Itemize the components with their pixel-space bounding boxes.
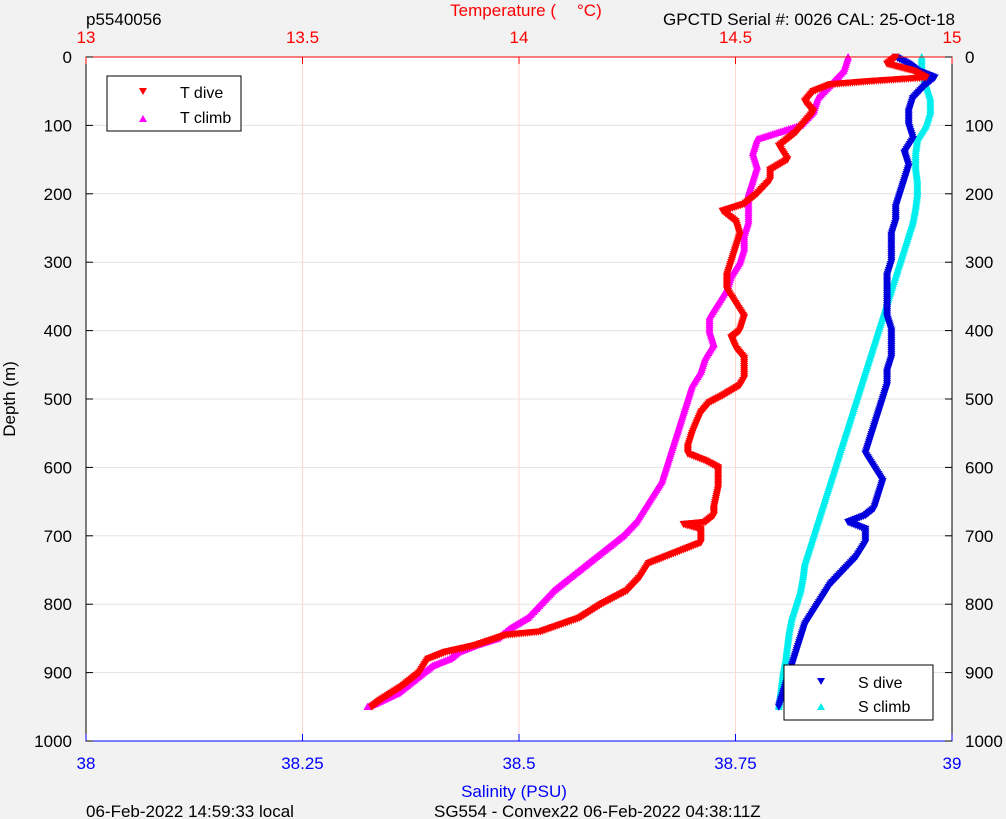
depth-tick-label-right: 900 [965,664,993,683]
t-dive-legend-label: T dive [180,85,223,102]
depth-tick-label-left: 600 [44,458,72,477]
salinity-tick-label: 38.75 [714,754,757,773]
depth-tick-label-right: 0 [965,48,974,67]
temperature-axis-title-left: Temperature ( [450,1,556,20]
data-point [774,703,783,711]
temperature-tick-label: 15 [943,28,962,47]
footer-mission-info: SG554 - Convex22 06-Feb-2022 04:38:11Z [434,802,761,819]
temperature-tick-label: 13.5 [286,28,319,47]
salinity-tick-label: 38 [77,754,96,773]
depth-tick-label-left: 500 [44,390,72,409]
depth-tick-label-left: 200 [44,185,72,204]
salinity-axis-title: Salinity (PSU) [461,782,567,801]
s-climb-legend-marker [817,703,825,710]
depth-tick-label-left: 900 [44,664,72,683]
axes-layer: 0 0 100 100 200 200 300 300 400 400 500 500 600 600 70… [34,28,1003,773]
data-point [367,703,376,711]
profile-id: p5540056 [86,10,162,29]
depth-tick-label-right: 1000 [965,732,1003,751]
depth-axis-title: Depth (m) [0,361,19,437]
depth-tick-label-left: 0 [63,48,72,67]
s-dive-legend-marker [817,678,825,685]
s-dive-legend-label: S dive [858,675,903,692]
depth-tick-label-left: 100 [44,116,72,135]
depth-tick-label-left: 300 [44,253,72,272]
temperature-tick-label: 13 [77,28,96,47]
salinity-tick-label: 38.25 [281,754,324,773]
t-climb-legend-marker [139,115,147,122]
temperature-tick-label: 14.5 [719,28,752,47]
salinity-legend: S dive S climb [783,664,934,721]
depth-tick-label-right: 100 [965,116,993,135]
temperature-axis-title-right: °C) [577,1,602,20]
depth-tick-label-left: 400 [44,322,72,341]
depth-tick-label-right: 800 [965,595,993,614]
depth-tick-label-left: 800 [44,595,72,614]
depth-tick-label-right: 500 [965,390,993,409]
depth-tick-label-right: 400 [965,322,993,341]
salinity-tick-label: 39 [943,754,962,773]
depth-tick-label-left: 1000 [34,732,72,751]
salinity-legend-box [783,664,934,721]
depth-tick-label-right: 700 [965,527,993,546]
depth-tick-label-right: 300 [965,253,993,272]
depth-tick-label-right: 200 [965,185,993,204]
temperature-legend-box [106,75,242,132]
series-layer [363,53,939,711]
t-climb-legend-label: T climb [180,110,231,127]
depth-tick-label-left: 700 [44,527,72,546]
temperature-tick-label: 14 [510,28,529,47]
series-t-dive [367,53,931,711]
footer-local-time: 06-Feb-2022 14:59:33 local [86,802,294,819]
sensor-calibration-info: GPCTD Serial #: 0026 CAL: 25-Oct-18 [663,10,955,29]
s-climb-legend-label: S climb [858,699,911,716]
data-point [363,702,372,710]
t-dive-legend-marker [139,88,147,95]
depth-tick-label-right: 600 [965,458,993,477]
temperature-legend: T dive T climb [106,75,242,132]
salinity-tick-label: 38.5 [502,754,535,773]
